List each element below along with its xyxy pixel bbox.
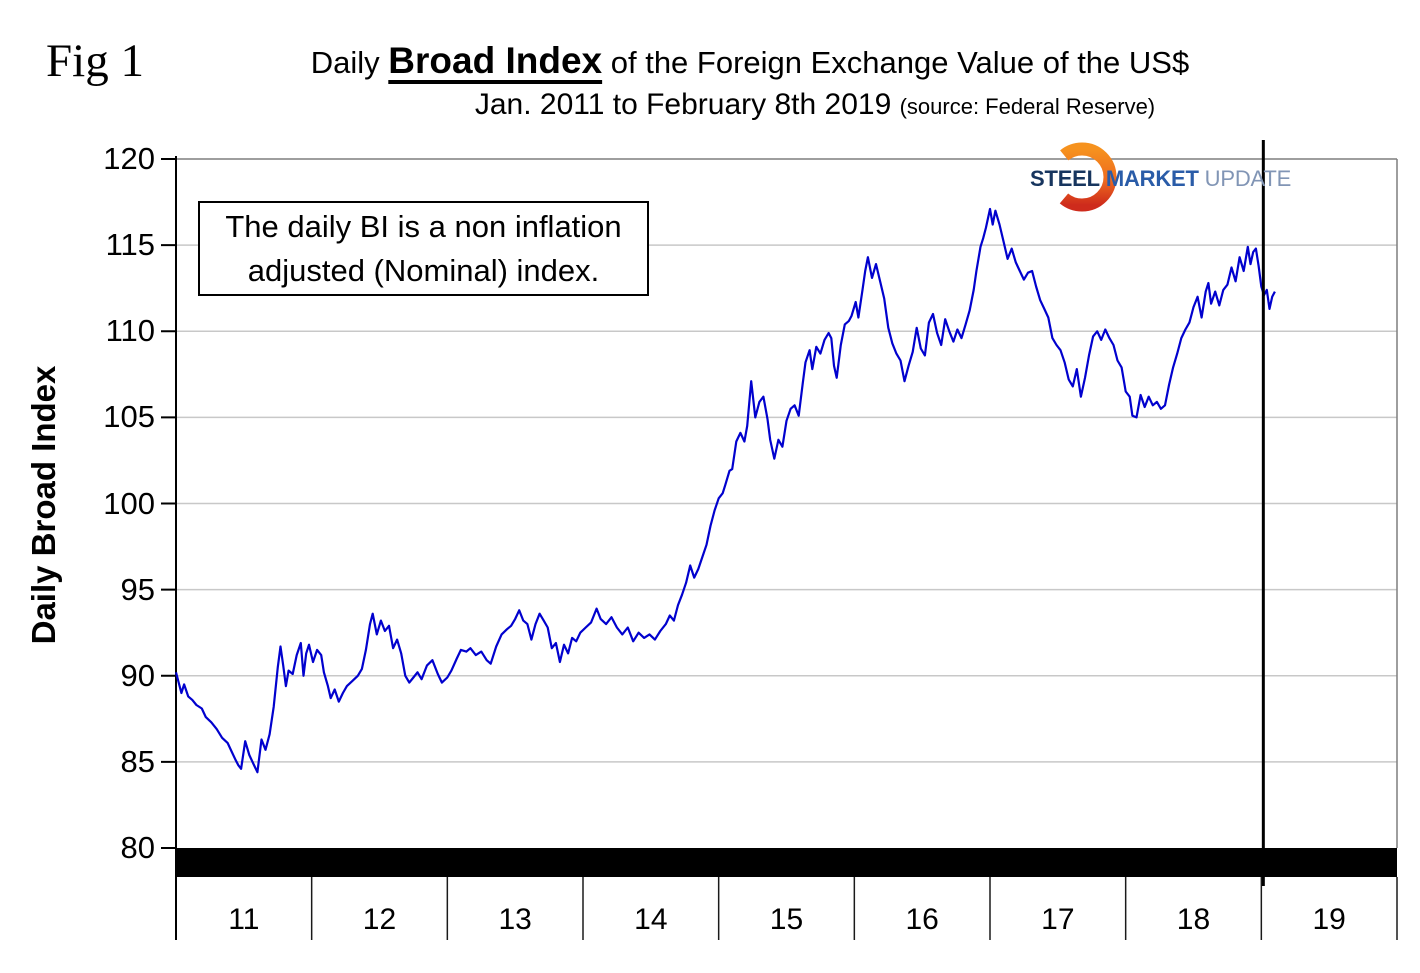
figure-label: Fig 1	[46, 35, 144, 87]
chart-title-prefix: Daily	[310, 45, 389, 80]
chart-title-emphasis: Broad Index	[388, 40, 603, 81]
logo-wordmark: STEEL MARKET UPDATE	[1030, 166, 1291, 192]
annotation-line-1: The daily BI is a non inflation	[225, 208, 622, 244]
x-axis-break-bar	[176, 848, 1397, 877]
chart-subtitle-source: (source: Federal Reserve)	[899, 94, 1156, 119]
steel-market-update-logo: STEEL MARKET UPDATE	[1028, 138, 1291, 218]
annotation-box: The daily BI is a non inflation adjusted…	[198, 201, 649, 296]
logo-word-market: MARKET	[1105, 166, 1199, 191]
chart-title: Daily Broad Index of the Foreign Exchang…	[80, 40, 1420, 82]
series-line-0	[174, 207, 1276, 774]
crescent-swoosh-icon	[1047, 142, 1117, 212]
logo-word-steel: STEEL	[1030, 166, 1100, 191]
chart-subtitle: Jan. 2011 to February 8th 2019 (source: …	[130, 88, 1420, 122]
chart-subtitle-dates: Jan. 2011 to February 8th 2019	[474, 88, 900, 121]
logo-word-update: UPDATE	[1204, 166, 1292, 191]
chart-title-suffix: of the Foreign Exchange Value of the US$	[602, 45, 1190, 80]
annotation-line-2: adjusted (Nominal) index.	[247, 252, 600, 288]
